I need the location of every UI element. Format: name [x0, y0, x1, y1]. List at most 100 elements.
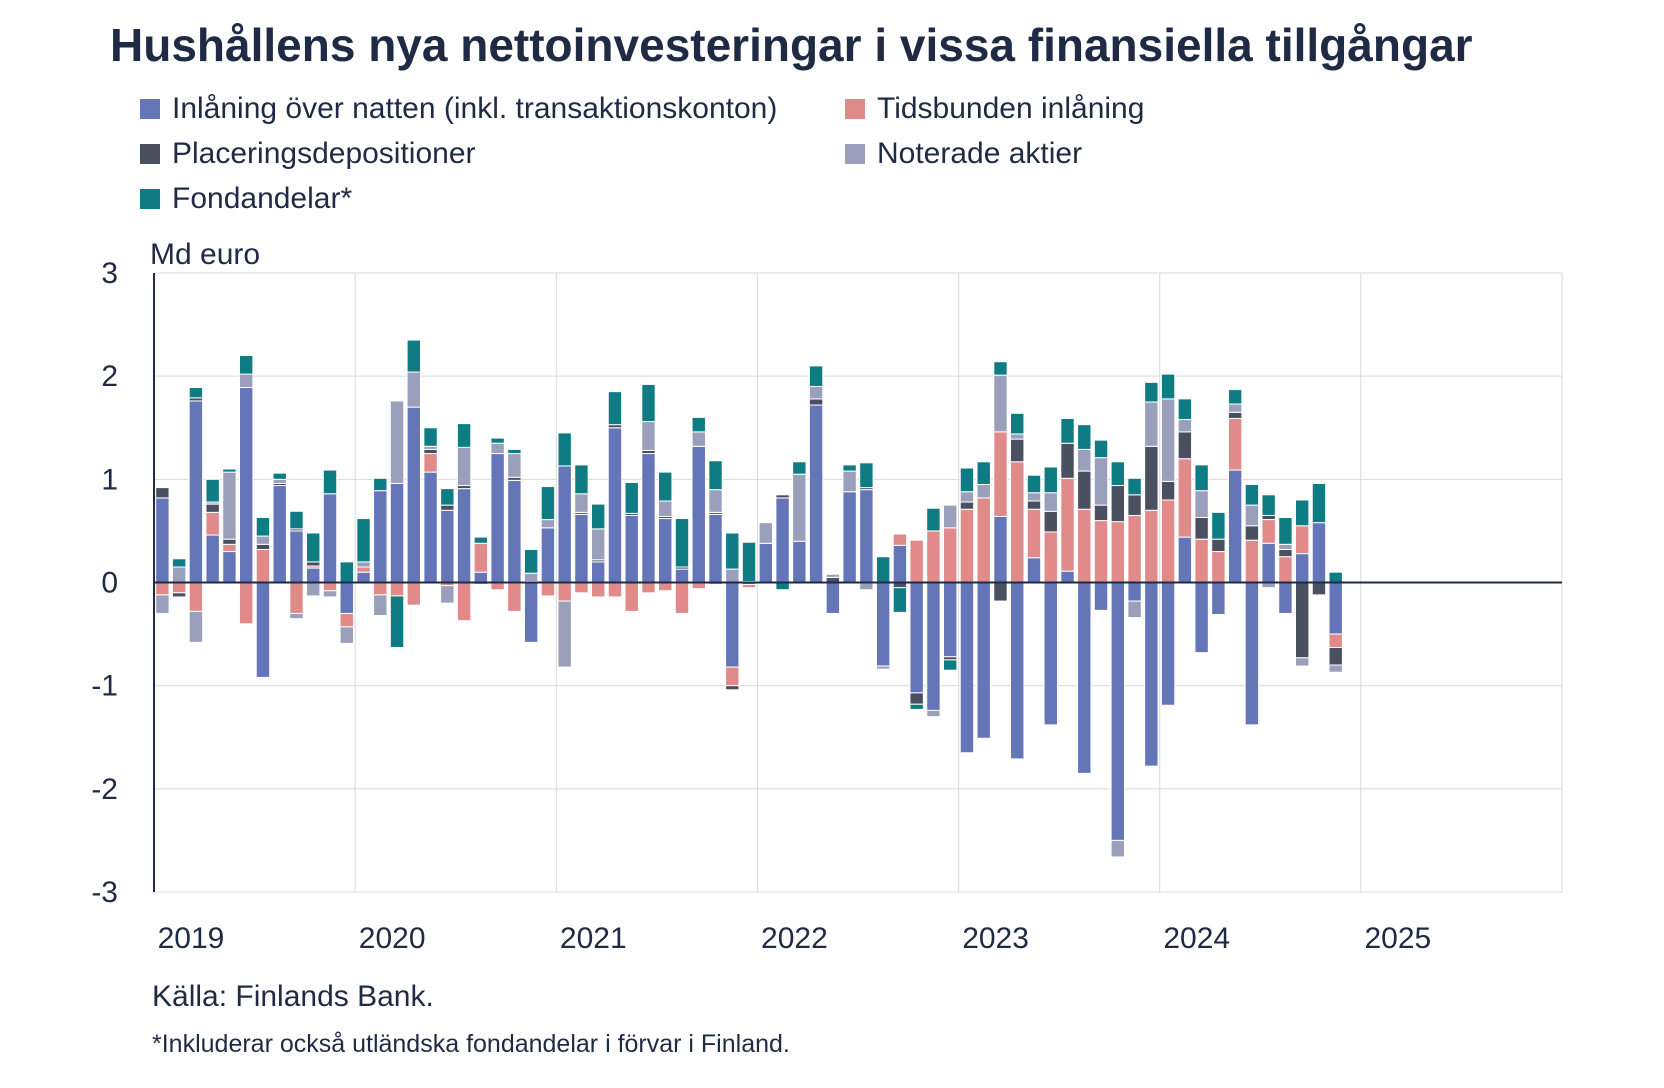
bar-segment: [289, 510, 304, 530]
bar-segment: [423, 471, 438, 583]
bar-segment: [1093, 504, 1109, 522]
bar-segment: [222, 543, 237, 553]
bar-segment: [255, 543, 271, 550]
bar-segment: [1177, 431, 1193, 460]
bar-segment: [205, 478, 220, 503]
bar-segment: [306, 532, 321, 563]
bar-segment: [590, 561, 606, 583]
bar-segment: [792, 473, 807, 542]
bar-segment: [976, 497, 991, 583]
bar-segment: [1110, 485, 1126, 523]
bar-segment: [859, 582, 874, 591]
bar-segment: [1261, 514, 1276, 521]
bar-segment: [188, 582, 204, 612]
legend-label-fondandelar: Fondandelar*: [172, 182, 353, 215]
bar-segment: [892, 587, 908, 613]
bar-segment: [222, 468, 237, 473]
bar-segment: [456, 423, 472, 448]
bar-segment: [1144, 401, 1159, 447]
bar-segment: [1244, 539, 1260, 584]
bar-segment: [926, 709, 941, 718]
bar-segment: [1311, 522, 1327, 583]
y-tick-label: -2: [91, 773, 118, 806]
bar-segment: [959, 508, 975, 583]
bar-segment: [1043, 466, 1058, 494]
bar-segment: [590, 528, 606, 561]
bar-segment: [1110, 582, 1126, 841]
bar-segment: [406, 406, 422, 583]
bar-segment: [373, 490, 388, 583]
bars: [155, 339, 1343, 858]
bar-segment: [289, 612, 304, 620]
bar-segment: [825, 573, 841, 578]
bar-segment: [289, 582, 304, 614]
bar-segment: [909, 703, 924, 710]
bar-segment: [1177, 458, 1193, 538]
bar-segment: [1194, 517, 1209, 540]
bar-segment: [658, 500, 673, 517]
bar-segment: [339, 612, 354, 628]
bar-segment: [725, 532, 740, 570]
bar-segment: [1294, 525, 1310, 555]
bar-segment: [1328, 582, 1343, 635]
bar-segment: [188, 387, 204, 399]
bar-segment: [171, 558, 187, 568]
bar-segment: [322, 590, 338, 598]
bar-segment: [1194, 464, 1209, 492]
bar-segment: [557, 465, 572, 584]
bar-segment: [942, 659, 958, 671]
bar-segment: [1261, 494, 1276, 516]
legend-label-placeringsdepositioner: Placeringsdepositioner: [172, 137, 476, 170]
bar-segment: [406, 371, 422, 408]
bar-segment: [1311, 482, 1327, 524]
bar-segment: [1294, 553, 1310, 583]
bar-segment: [959, 491, 975, 503]
bar-segment: [590, 582, 606, 598]
bar-segment: [1093, 439, 1109, 459]
bar-segment: [356, 561, 371, 568]
bar-segment: [1177, 419, 1193, 433]
bar-segment: [188, 610, 204, 643]
bar-segment: [1010, 433, 1025, 440]
bar-segment: [691, 431, 706, 447]
bar-segment: [1194, 538, 1209, 583]
bar-segment: [909, 539, 924, 584]
bar-segment: [1026, 557, 1042, 583]
legend-item-fondandelar: Fondandelar*: [140, 182, 352, 216]
bar-segment: [1110, 839, 1126, 858]
bar-segment: [1278, 543, 1293, 550]
bar-segment: [423, 427, 438, 447]
bar-segment: [507, 448, 522, 455]
legend-swatch-inlaning: [140, 99, 160, 119]
bar-segment: [1227, 403, 1243, 413]
bar-segment: [1060, 570, 1075, 584]
bar-segment: [490, 442, 505, 455]
tick-labels: -3 -2 -1 0 1 2 3 2019 2020 2021 2022 2023 2024 2025: [91, 257, 1431, 955]
bar-segment: [875, 665, 891, 670]
bar-segment: [641, 383, 656, 423]
bar-segment: [1194, 490, 1209, 518]
bar-segment: [1278, 582, 1293, 614]
bar-segment: [1227, 417, 1243, 471]
bar-segment: [205, 511, 220, 536]
bar-segment: [1227, 389, 1243, 405]
footnote: *Inkluderar också utländska fondandelar …: [152, 1030, 790, 1058]
bar-segment: [691, 445, 706, 583]
bar-segment: [557, 600, 572, 668]
legend-item-noterade-aktier: Noterade aktier: [845, 137, 1082, 171]
bar-segment: [1026, 474, 1042, 494]
bar-segment: [155, 487, 170, 499]
bar-segment: [926, 530, 941, 583]
bar-segment: [976, 461, 991, 485]
bar-segment: [1093, 457, 1109, 506]
bar-segment: [1144, 582, 1159, 767]
bar-segment: [171, 582, 187, 594]
bar-segment: [808, 365, 824, 387]
bar-segment: [1144, 381, 1159, 403]
bar-segment: [1144, 445, 1159, 511]
bar-segment: [725, 582, 740, 668]
bar-segment: [1026, 508, 1042, 559]
bar-segment: [339, 582, 354, 614]
bar-segment: [1160, 582, 1176, 706]
